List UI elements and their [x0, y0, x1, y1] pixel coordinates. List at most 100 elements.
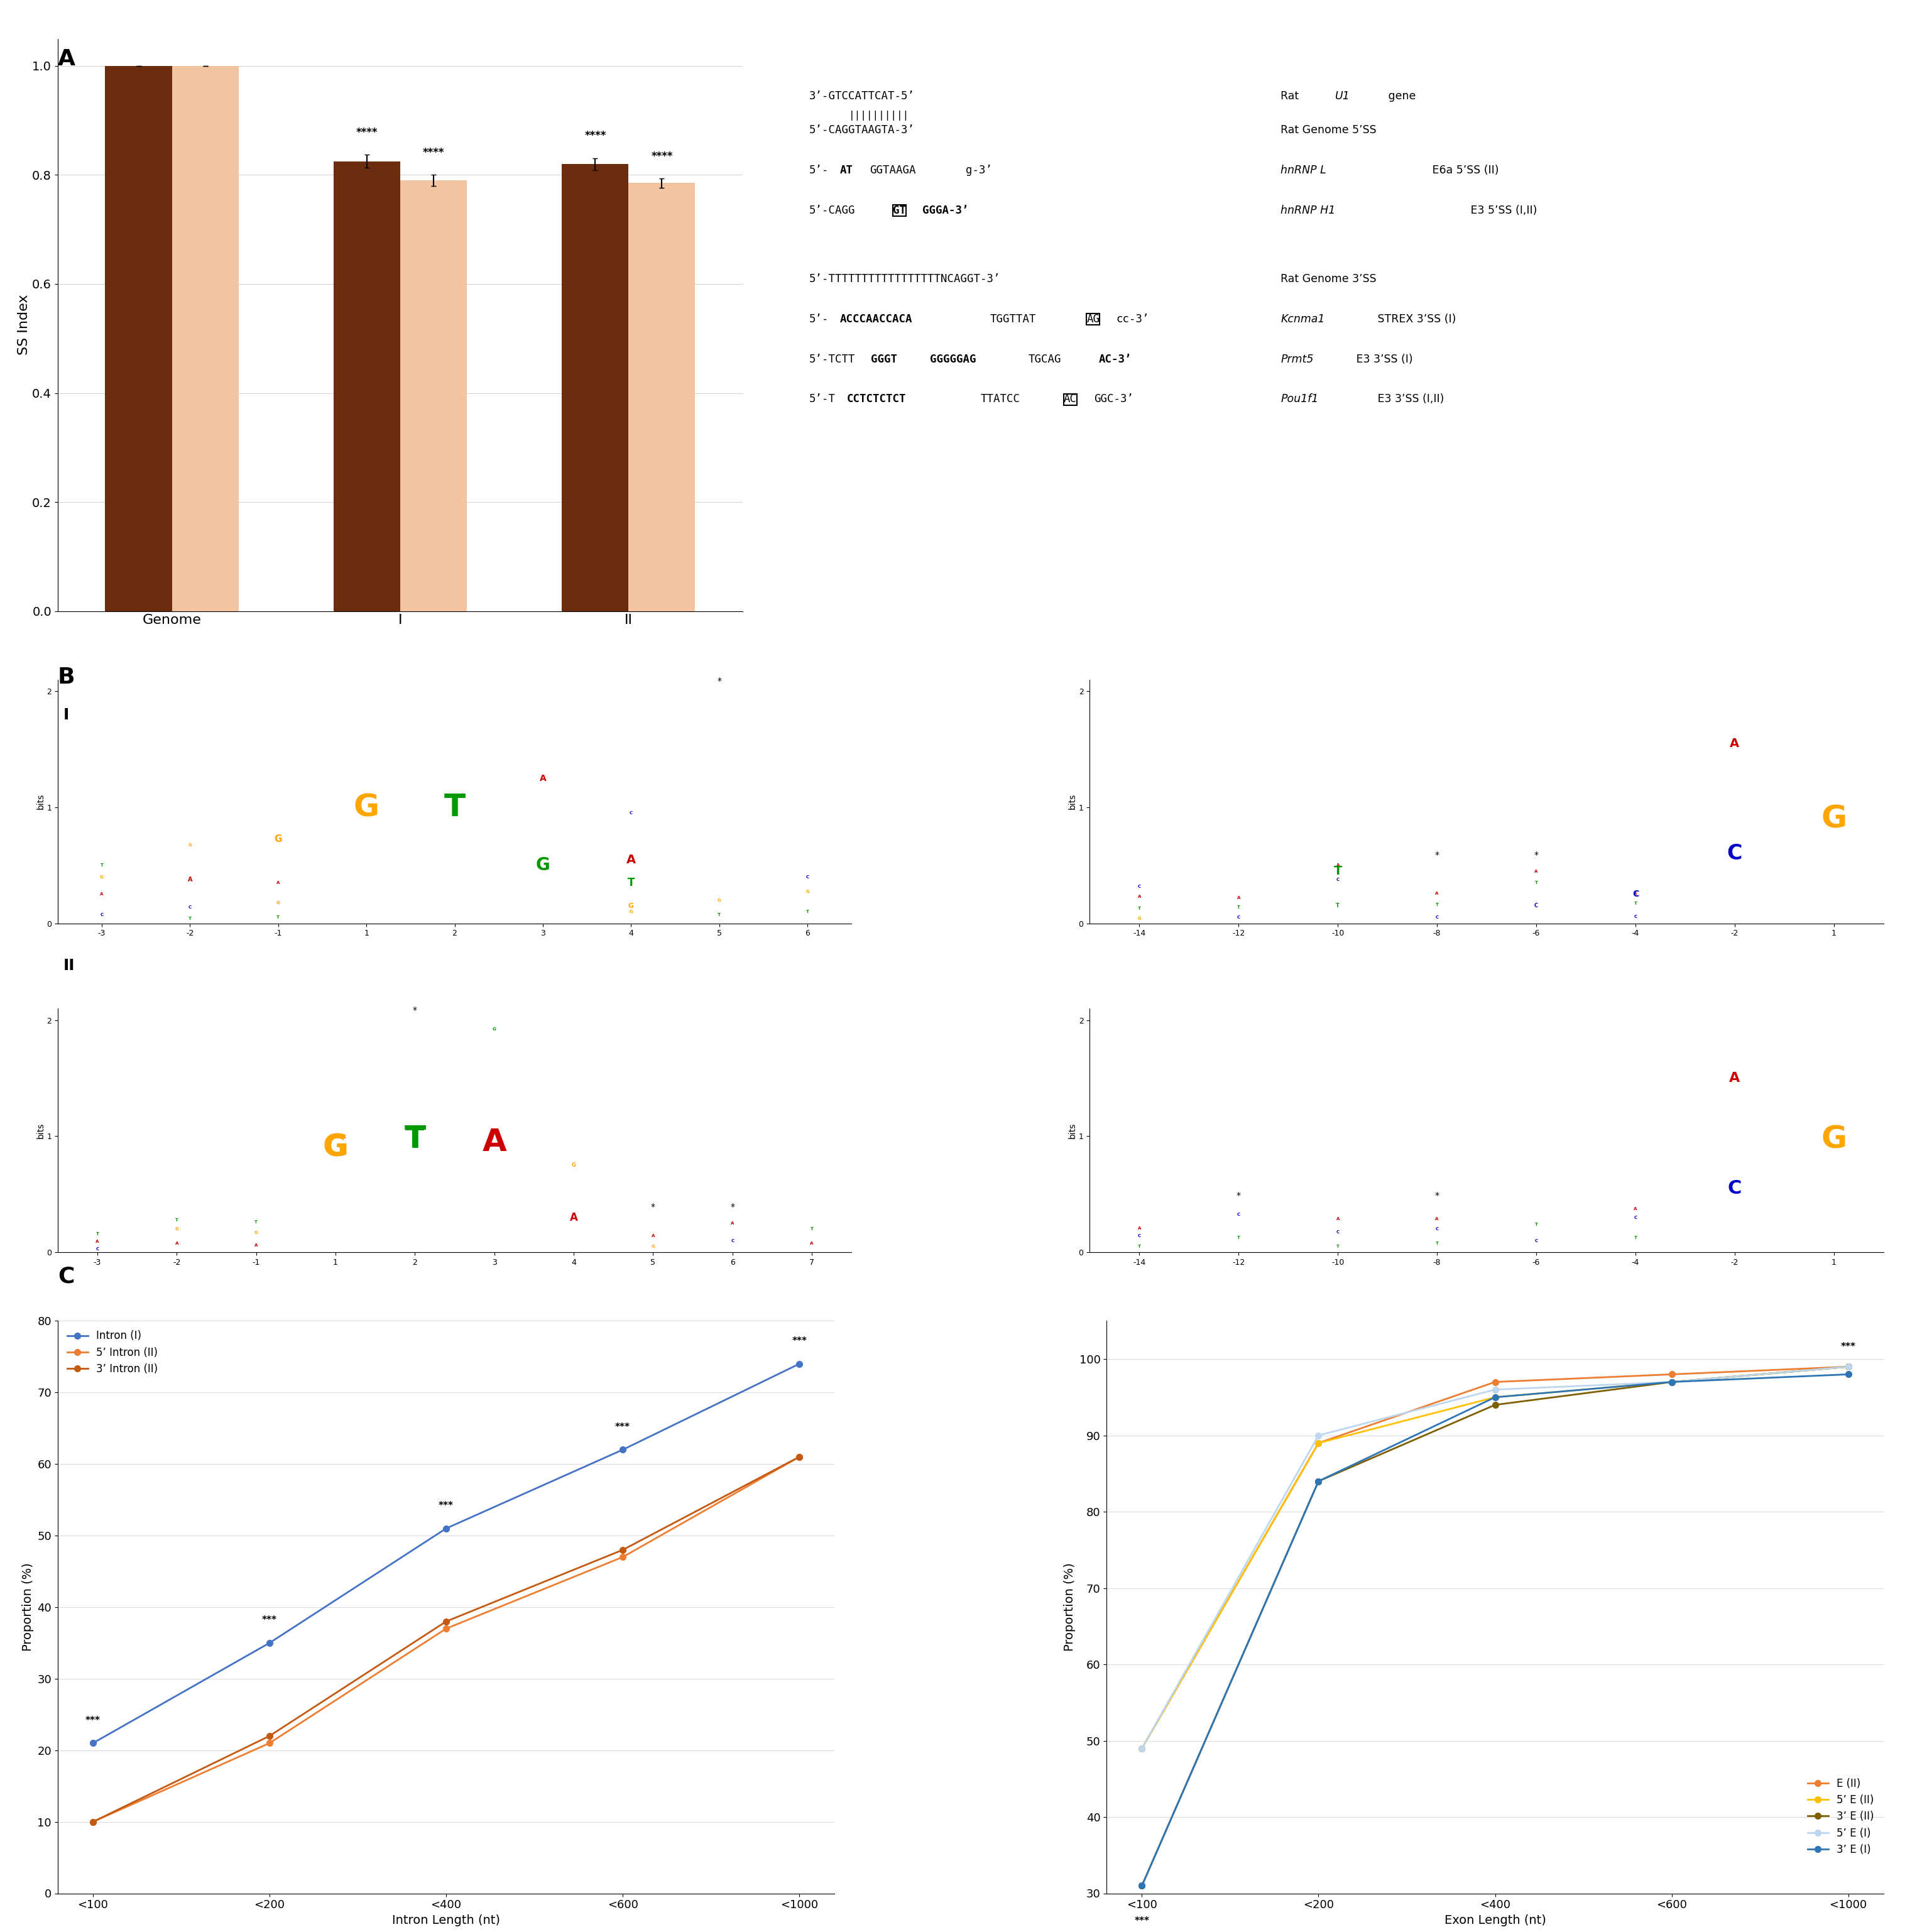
Text: T: T [444, 792, 465, 823]
Text: G: G [628, 902, 634, 910]
Line: 3’ E (II): 3’ E (II) [1140, 1364, 1851, 1889]
Y-axis label: bits: bits [1069, 1122, 1076, 1138]
Text: CCTCTCTCT: CCTCTCTCT [846, 394, 905, 406]
Text: G: G [492, 1028, 496, 1032]
Text: ****: **** [584, 129, 605, 141]
Text: A: A [58, 48, 75, 70]
Text: A: A [96, 1240, 100, 1244]
Text: T: T [1634, 1236, 1638, 1240]
Line: 3’ E (I): 3’ E (I) [1140, 1372, 1851, 1889]
5’ E (I) [1130, 1737, 1153, 1760]
3’ Intron (II) [258, 1725, 281, 1748]
Line: E (II): E (II) [1140, 1364, 1851, 1752]
3’ E (II) [1661, 1370, 1684, 1393]
Text: A: A [482, 1126, 507, 1157]
Text: A: A [1534, 869, 1538, 873]
Text: g-3’: g-3’ [967, 164, 992, 176]
Text: GGC-3’: GGC-3’ [1094, 394, 1134, 406]
Text: G: G [652, 1244, 655, 1248]
5’ Intron (II) [258, 1731, 281, 1754]
Text: T: T [175, 1219, 179, 1223]
Text: STREX 3’SS (I): STREX 3’SS (I) [1374, 313, 1455, 325]
5’ E (I) [1837, 1354, 1860, 1378]
Text: ****: **** [652, 151, 673, 162]
Text: A: A [1238, 896, 1240, 900]
Text: A: A [540, 775, 546, 782]
Text: Rat: Rat [1280, 91, 1303, 102]
Text: C: C [1436, 1227, 1440, 1231]
Text: C: C [1138, 1235, 1142, 1238]
Text: 3’-GTCCATTCAT-5’: 3’-GTCCATTCAT-5’ [809, 91, 915, 102]
Text: T: T [1334, 866, 1342, 877]
Text: Pou1f1: Pou1f1 [1280, 394, 1318, 406]
Text: GGGGGAG: GGGGGAG [930, 354, 976, 365]
Text: A: A [730, 1221, 734, 1225]
Text: TGGTTAT: TGGTTAT [990, 313, 1036, 325]
Text: G: G [277, 900, 281, 904]
Text: C: C [1138, 885, 1142, 889]
Text: GT: GT [892, 205, 905, 216]
Text: *: * [413, 1007, 417, 1014]
Legend: Intron (I), 5’ Intron (II), 3’ Intron (II): Intron (I), 5’ Intron (II), 3’ Intron (I… [63, 1325, 161, 1379]
Text: A: A [1730, 738, 1739, 750]
Text: *: * [1236, 1192, 1242, 1200]
Text: T: T [277, 916, 281, 920]
Text: A: A [1634, 891, 1638, 895]
X-axis label: Exon Length (nt): Exon Length (nt) [1443, 1915, 1545, 1926]
Text: A: A [1730, 1072, 1739, 1084]
Text: A: A [1138, 895, 1142, 898]
Text: G: G [571, 1163, 577, 1169]
Text: ***: *** [261, 1615, 277, 1625]
Text: T: T [96, 1233, 98, 1236]
Text: A: A [188, 877, 192, 883]
Y-axis label: bits: bits [37, 794, 44, 810]
Bar [628, 184, 696, 611]
Text: AG: AG [1086, 313, 1099, 325]
Text: 5’-: 5’- [809, 164, 828, 176]
Text: G: G [175, 1227, 179, 1231]
Text: A: A [254, 1244, 258, 1248]
Text: T: T [627, 877, 634, 889]
5’ E (I) [1484, 1378, 1507, 1401]
Text: T: T [1138, 906, 1142, 910]
Text: T: T [406, 1126, 425, 1153]
Text: 5’-TTTTTTTTTTTTTTTTTNCAGGT-3’: 5’-TTTTTTTTTTTTTTTTTNCAGGT-3’ [809, 274, 1001, 284]
Text: T: T [1238, 1236, 1240, 1240]
E (II) [1484, 1370, 1507, 1393]
Bar [334, 160, 400, 611]
Text: G: G [1138, 918, 1142, 922]
Text: G: G [325, 1134, 346, 1161]
Line: 5’ E (II): 5’ E (II) [1140, 1364, 1851, 1752]
Text: C: C [1534, 902, 1538, 908]
Line: 3’ Intron (II): 3’ Intron (II) [90, 1453, 801, 1826]
Text: C: C [805, 875, 809, 879]
Text: ACCCAACCACA: ACCCAACCACA [840, 313, 913, 325]
5’ Intron (II) [434, 1617, 457, 1640]
Text: A: A [811, 1242, 813, 1246]
Intron (I) [258, 1631, 281, 1654]
Text: E6a 5’SS (II): E6a 5’SS (II) [1428, 164, 1499, 176]
Text: G: G [100, 875, 104, 879]
5’ E (II) [1307, 1432, 1330, 1455]
Bar [561, 164, 628, 611]
Text: T: T [1534, 881, 1538, 885]
Text: II: II [63, 958, 75, 974]
5’ E (I) [1307, 1424, 1330, 1447]
Text: E3 3’SS (I,II): E3 3’SS (I,II) [1374, 394, 1443, 406]
Text: A: A [175, 1242, 179, 1246]
3’ E (II) [1130, 1874, 1153, 1897]
Text: ****: **** [356, 128, 379, 139]
Text: T: T [1436, 902, 1438, 906]
Text: T: T [805, 910, 809, 914]
Text: Rat Genome 5’SS: Rat Genome 5’SS [1280, 124, 1376, 135]
Text: C: C [1728, 844, 1743, 864]
Text: A: A [100, 893, 104, 896]
Text: T: T [811, 1227, 813, 1231]
Text: ***: *** [438, 1501, 454, 1511]
E (II) [1307, 1432, 1330, 1455]
Text: A: A [277, 881, 281, 885]
Text: T: T [254, 1221, 258, 1225]
Text: A: A [1634, 1208, 1638, 1211]
Line: 5’ Intron (II): 5’ Intron (II) [90, 1453, 801, 1826]
E (II) [1661, 1362, 1684, 1385]
